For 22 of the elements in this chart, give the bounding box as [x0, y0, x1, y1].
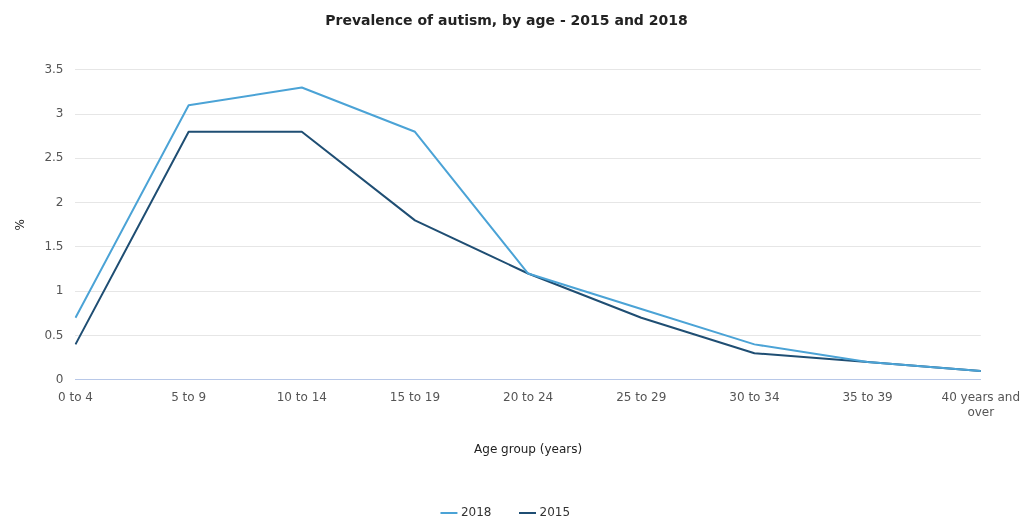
y-tick-label: 0 — [55, 371, 64, 386]
y-tick-label: 1.5 — [44, 239, 64, 254]
y-tick-label: 1 — [55, 283, 64, 298]
x-tick-label: 35 to 39 — [842, 390, 893, 405]
y-tick-label: 3 — [55, 106, 64, 121]
x-tick-label: 5 to 9 — [171, 390, 207, 405]
x-tick-label: 15 to 19 — [389, 390, 441, 405]
y-tick-label: 3.5 — [44, 61, 64, 76]
y-tick-label: 2.5 — [44, 150, 64, 165]
x-tick-label: 0 to 4 — [58, 390, 93, 405]
y-tick-label: 0.5 — [44, 327, 64, 342]
legend-label: 2018 — [460, 505, 492, 520]
x-tick-label: 20 to 24 — [503, 390, 554, 405]
chart-title: Prevalence of autism, by age - 2015 and 2018 — [325, 12, 688, 29]
legend-label: 2015 — [539, 505, 571, 520]
x-tick-label: 40 years and over — [941, 390, 1020, 419]
x-tick-label: 10 to 14 — [276, 390, 327, 405]
x-axis-title: Age group (years) — [474, 441, 583, 456]
y-axis-title: % — [13, 219, 28, 231]
y-tick-label: 2 — [55, 194, 64, 209]
x-tick-label: 30 to 34 — [729, 390, 780, 405]
x-tick-label: 25 to 29 — [616, 390, 667, 405]
